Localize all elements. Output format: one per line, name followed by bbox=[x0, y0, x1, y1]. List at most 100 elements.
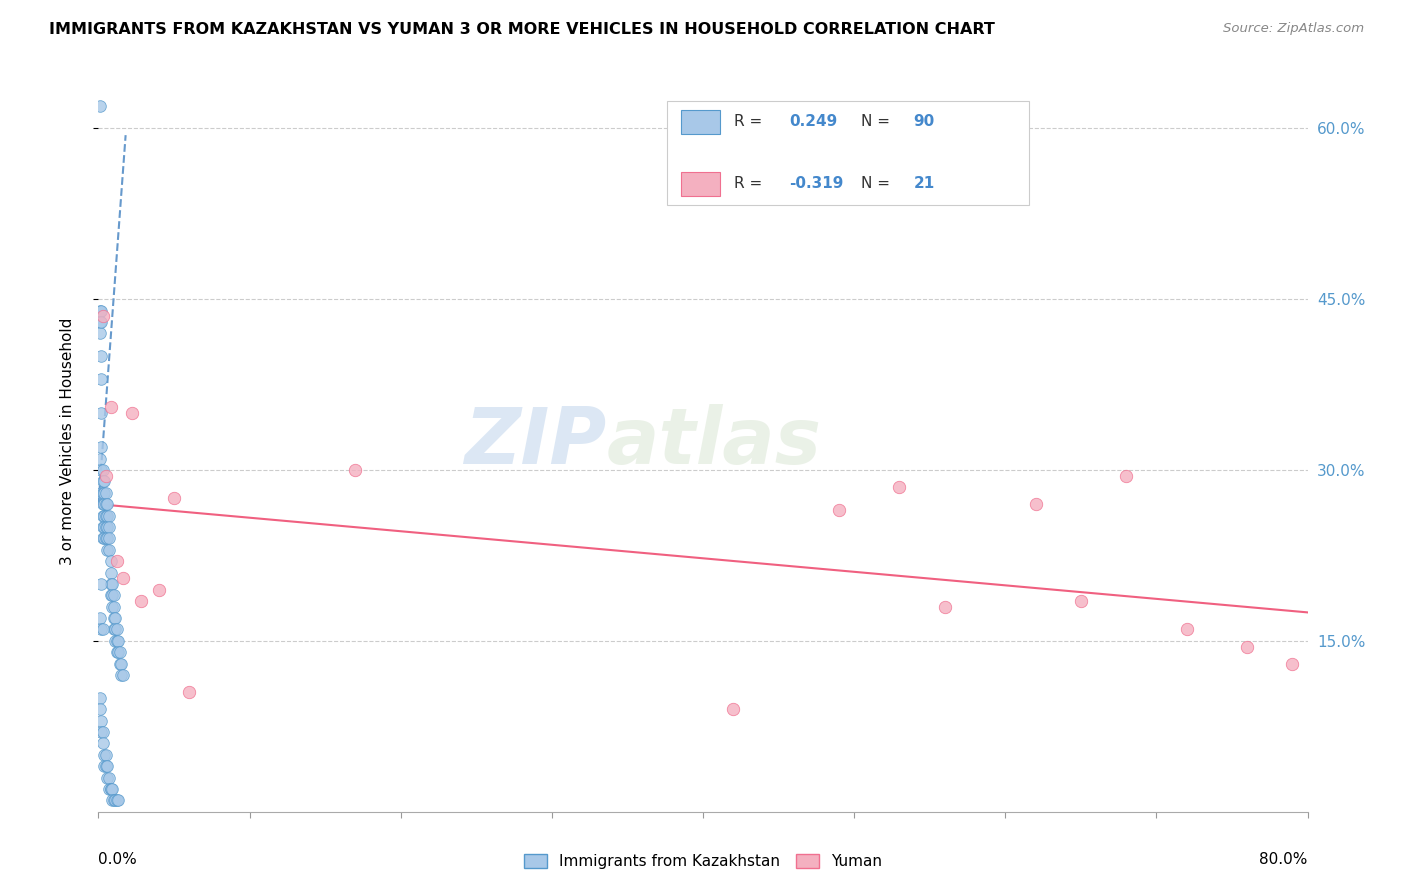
Point bbox=[104, 623, 127, 637]
Point bbox=[98, 771, 121, 785]
Point bbox=[100, 566, 122, 580]
Point bbox=[98, 781, 121, 796]
Point bbox=[91, 497, 114, 511]
Text: N =: N = bbox=[862, 177, 896, 192]
Point bbox=[104, 611, 127, 625]
Point bbox=[1024, 497, 1046, 511]
Point bbox=[91, 520, 114, 534]
Point bbox=[96, 532, 118, 546]
Point bbox=[107, 633, 129, 648]
Point bbox=[94, 485, 117, 500]
Point bbox=[91, 485, 114, 500]
Point bbox=[104, 633, 127, 648]
Point bbox=[96, 497, 118, 511]
Point bbox=[98, 508, 121, 523]
Text: 80.0%: 80.0% bbox=[1260, 853, 1308, 867]
Point bbox=[90, 577, 112, 591]
Point bbox=[93, 485, 115, 500]
Point bbox=[90, 303, 112, 318]
Point bbox=[89, 303, 111, 318]
Point bbox=[100, 554, 122, 568]
Point bbox=[91, 725, 114, 739]
Point bbox=[100, 781, 122, 796]
Point bbox=[94, 508, 117, 523]
Point bbox=[90, 315, 112, 329]
Point bbox=[105, 623, 128, 637]
Point bbox=[93, 759, 115, 773]
Point bbox=[96, 508, 118, 523]
Point bbox=[90, 725, 112, 739]
Point bbox=[91, 475, 114, 489]
Point bbox=[100, 588, 122, 602]
Point bbox=[828, 503, 851, 517]
Point bbox=[101, 599, 124, 614]
Text: R =: R = bbox=[734, 114, 768, 129]
Point bbox=[105, 633, 128, 648]
Point bbox=[101, 577, 124, 591]
Text: 90: 90 bbox=[914, 114, 935, 129]
Bar bbox=[682, 172, 720, 195]
Point bbox=[91, 310, 114, 324]
Point bbox=[103, 793, 125, 807]
Point bbox=[94, 468, 117, 483]
Point bbox=[107, 793, 129, 807]
Text: Source: ZipAtlas.com: Source: ZipAtlas.com bbox=[1223, 22, 1364, 36]
Text: IMMIGRANTS FROM KAZAKHSTAN VS YUMAN 3 OR MORE VEHICLES IN HOUSEHOLD CORRELATION : IMMIGRANTS FROM KAZAKHSTAN VS YUMAN 3 OR… bbox=[49, 22, 995, 37]
Point bbox=[1070, 594, 1092, 608]
Point bbox=[93, 532, 115, 546]
Point bbox=[91, 463, 114, 477]
Point bbox=[100, 781, 122, 796]
Point bbox=[89, 326, 111, 341]
Point bbox=[100, 401, 122, 415]
Point bbox=[94, 497, 117, 511]
Point bbox=[103, 623, 125, 637]
Point bbox=[90, 623, 112, 637]
Legend: Immigrants from Kazakhstan, Yuman: Immigrants from Kazakhstan, Yuman bbox=[519, 848, 887, 875]
Point bbox=[101, 793, 124, 807]
Point bbox=[94, 747, 117, 762]
Point bbox=[89, 611, 111, 625]
Text: ZIP: ZIP bbox=[464, 403, 606, 480]
Point bbox=[344, 463, 367, 477]
Point bbox=[723, 702, 745, 716]
Point bbox=[1115, 468, 1137, 483]
Point bbox=[89, 315, 111, 329]
Point bbox=[94, 532, 117, 546]
Y-axis label: 3 or more Vehicles in Household: 3 or more Vehicles in Household bbox=[60, 318, 75, 566]
Point bbox=[107, 645, 129, 659]
Point bbox=[90, 349, 112, 363]
Bar bbox=[682, 110, 720, 134]
Point bbox=[91, 623, 114, 637]
Point bbox=[91, 532, 114, 546]
Point bbox=[121, 406, 143, 420]
Point bbox=[90, 406, 112, 420]
Text: 0.0%: 0.0% bbox=[98, 853, 138, 867]
Point bbox=[1175, 623, 1198, 637]
Text: 21: 21 bbox=[914, 177, 935, 192]
Point bbox=[101, 588, 124, 602]
Point bbox=[103, 599, 125, 614]
Point bbox=[103, 611, 125, 625]
Point bbox=[91, 736, 114, 750]
Point bbox=[934, 599, 956, 614]
Point bbox=[103, 588, 125, 602]
Point bbox=[105, 554, 128, 568]
Point bbox=[89, 451, 111, 466]
Point bbox=[110, 668, 132, 682]
Point bbox=[93, 508, 115, 523]
Point bbox=[1236, 640, 1258, 654]
Point bbox=[94, 520, 117, 534]
Point bbox=[98, 532, 121, 546]
Point bbox=[163, 491, 186, 506]
Point bbox=[108, 657, 131, 671]
Point bbox=[93, 475, 115, 489]
Point bbox=[111, 668, 134, 682]
Point bbox=[89, 702, 111, 716]
Point bbox=[90, 440, 112, 454]
Point bbox=[1281, 657, 1303, 671]
Point bbox=[90, 485, 112, 500]
Text: 0.249: 0.249 bbox=[789, 114, 837, 129]
Point bbox=[104, 793, 127, 807]
Point bbox=[101, 781, 124, 796]
Point bbox=[89, 98, 111, 112]
